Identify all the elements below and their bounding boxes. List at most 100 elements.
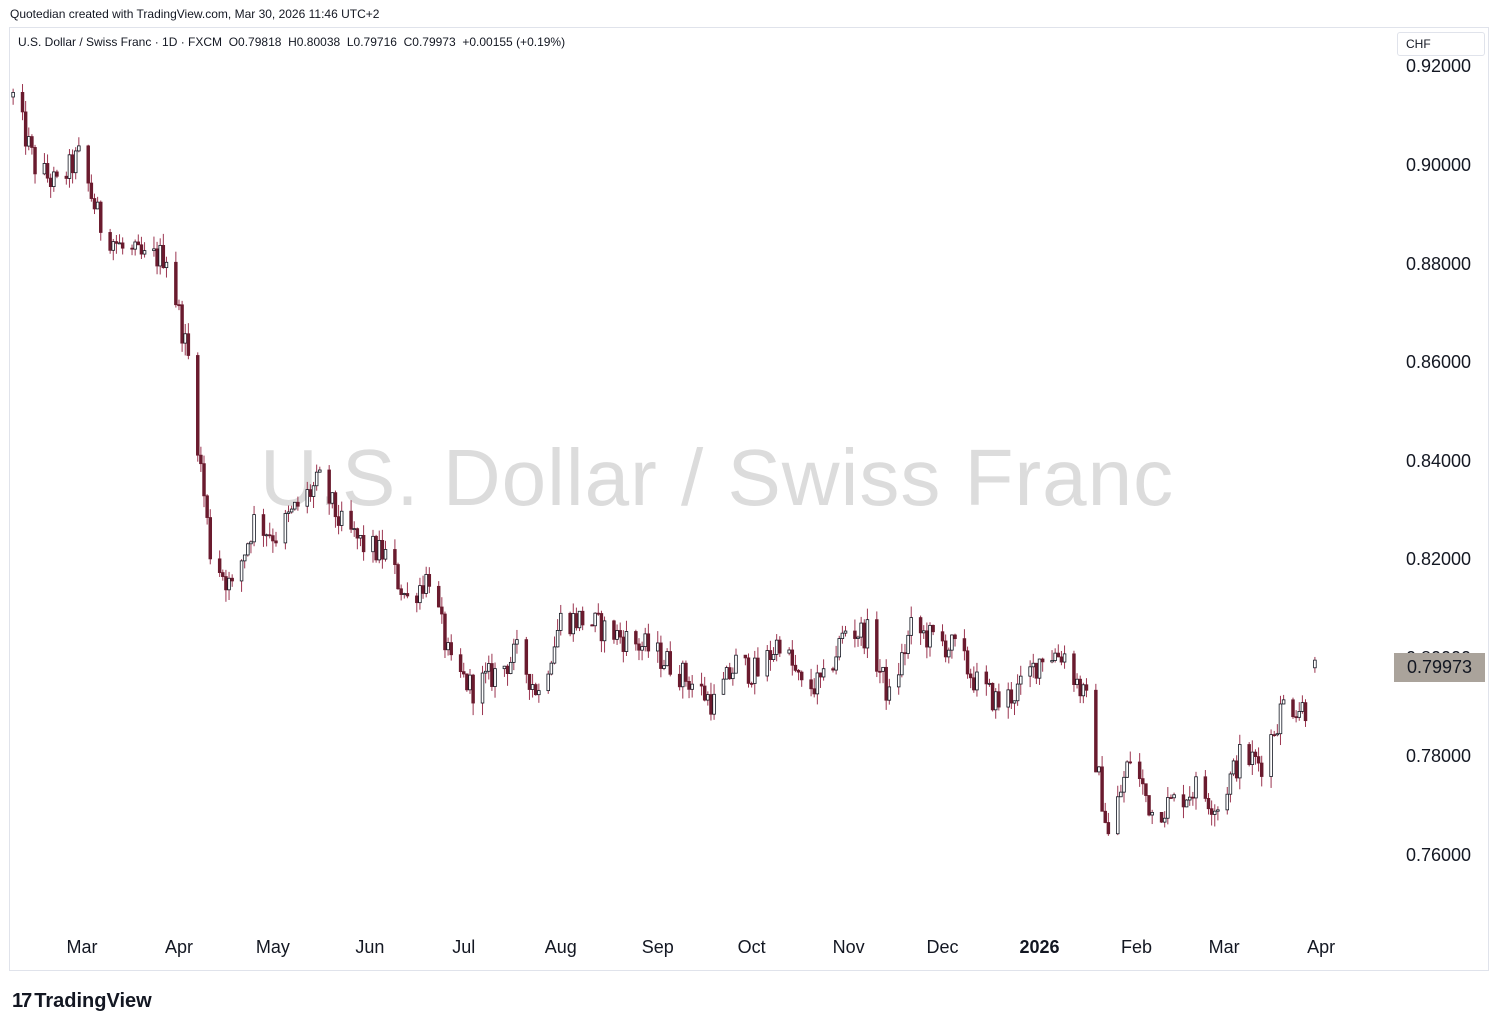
candle-body (953, 634, 957, 640)
candle-body (859, 622, 863, 638)
candle-body (662, 665, 666, 669)
candle-body (887, 686, 892, 701)
candle-body (943, 640, 948, 658)
candle-body (161, 244, 166, 269)
candle-body (164, 261, 169, 269)
candle-body (593, 612, 597, 627)
candle-body (749, 682, 754, 685)
candle-body (1015, 683, 1020, 702)
candle-body (1050, 660, 1054, 663)
candle-body (158, 244, 162, 267)
candle-body (1194, 776, 1198, 799)
candle-body (931, 624, 935, 633)
candle-body (1203, 776, 1208, 799)
candle-body (52, 171, 56, 187)
candle-body (546, 673, 550, 692)
candle-body (1231, 760, 1236, 775)
candle-body (1184, 799, 1189, 808)
candle-body (1250, 751, 1255, 766)
candle-body (1228, 773, 1233, 795)
candle-body (1072, 653, 1076, 685)
candle-body (965, 650, 970, 675)
candle-body (471, 674, 475, 704)
candle-body (918, 617, 923, 634)
candle-body (656, 642, 660, 652)
candle-body (646, 633, 651, 652)
candle-body (940, 631, 945, 642)
candle-body (261, 514, 266, 536)
candle-body (571, 613, 575, 635)
candle-body (20, 92, 25, 113)
candle-body (1259, 762, 1264, 777)
candle-body (580, 610, 585, 626)
candle-body (721, 678, 726, 695)
x-tick-label: May (255, 937, 290, 957)
candle-body (289, 508, 294, 513)
candle-body (1128, 761, 1133, 764)
candle-body (809, 679, 813, 690)
candle-body (180, 304, 184, 344)
candle-body (458, 654, 463, 673)
candle-body (1162, 817, 1167, 823)
candle-body (283, 513, 288, 544)
candle-body (634, 631, 638, 645)
candle-body (199, 454, 203, 465)
candle-body (559, 612, 563, 631)
candle-body (756, 657, 760, 677)
candle-body (840, 632, 845, 639)
y-tick-label: 0.90000 (1406, 154, 1472, 175)
candle-body (1313, 659, 1317, 669)
candle-body (111, 241, 115, 251)
candle-body (843, 630, 848, 634)
candle-body (1172, 794, 1176, 799)
candle-body (659, 642, 663, 669)
candle-body (900, 652, 904, 676)
candle-body (114, 241, 119, 244)
candle-body (987, 682, 992, 685)
candle-body (530, 684, 535, 690)
legend-open: O0.79818 (228, 35, 282, 49)
candle-body (928, 624, 932, 648)
candle-body (878, 670, 882, 673)
candle-body (1191, 796, 1195, 799)
candle-body (768, 650, 773, 661)
candle-body (875, 619, 879, 672)
candle-body (1056, 652, 1061, 658)
candle-body (734, 654, 738, 674)
candle-body (55, 171, 59, 177)
candle-body (787, 649, 791, 654)
candle-body (1053, 652, 1057, 661)
candle-body (1213, 810, 1217, 815)
candle-body (818, 672, 823, 678)
last-price-label: 0.79973 (1394, 653, 1485, 682)
candle-body (133, 241, 137, 250)
candle-body (393, 549, 397, 565)
x-tick-label: Sep (641, 937, 674, 957)
candle-body (1094, 689, 1098, 773)
candle-body (862, 622, 867, 649)
candle-body (130, 247, 134, 250)
candle-body (142, 250, 147, 255)
candle-body (274, 540, 278, 544)
candle-body (790, 649, 795, 666)
candle-body (64, 175, 69, 179)
candle-body (1084, 684, 1089, 691)
candle-body (424, 574, 428, 594)
x-tick-label: Mar (66, 937, 98, 957)
candle-body (537, 690, 541, 696)
candle-body (318, 469, 322, 473)
tradingview-logo[interactable]: 17 TradingView (12, 990, 152, 1013)
symbol-watermark: U.S. Dollar / Swiss Franc (260, 433, 1175, 522)
currency-button[interactable]: CHF (1397, 32, 1485, 56)
x-tick-label: Dec (926, 937, 959, 957)
candle-body (327, 469, 331, 504)
candle-body (815, 672, 820, 695)
chart-frame[interactable] (9, 27, 1489, 971)
candle-body (443, 613, 447, 651)
candle-body (221, 572, 225, 577)
candle-body (834, 656, 838, 671)
candle-body (1247, 744, 1251, 766)
candle-body (205, 495, 209, 518)
candle-body (1137, 761, 1142, 780)
